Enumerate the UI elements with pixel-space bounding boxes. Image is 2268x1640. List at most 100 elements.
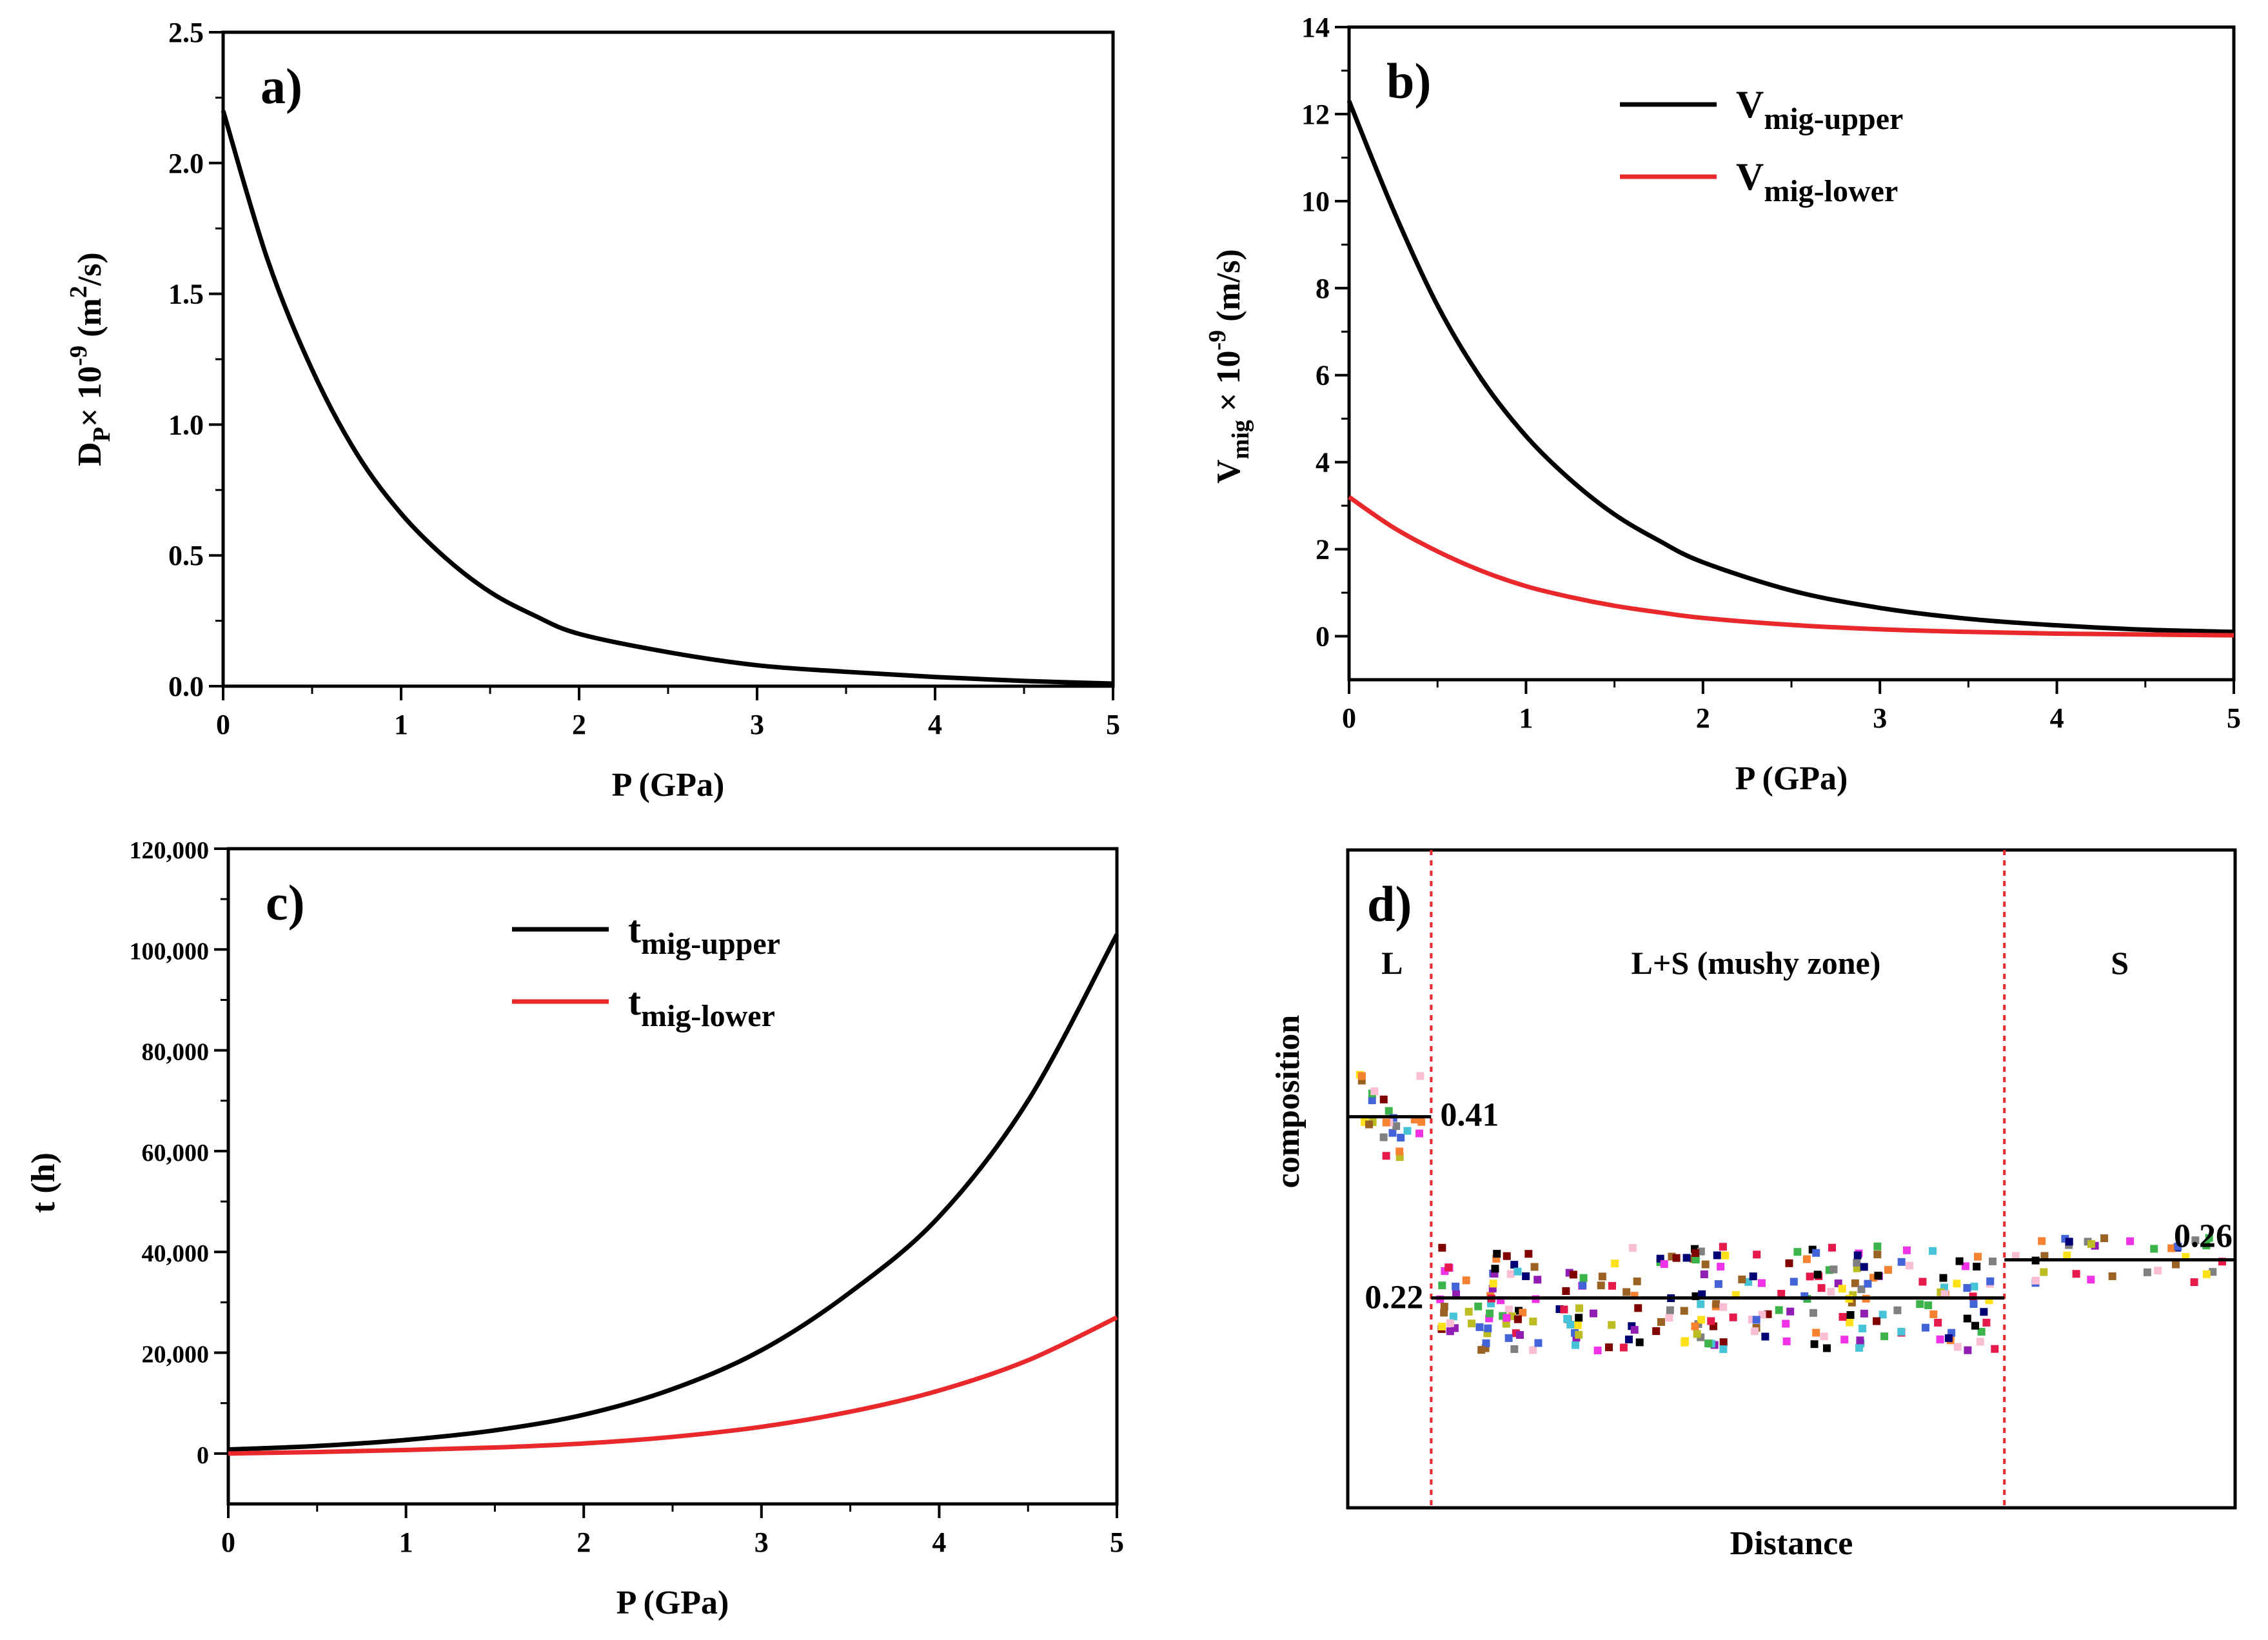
scatter-point xyxy=(1719,1345,1728,1354)
series-line-mig-lower xyxy=(228,1315,1118,1456)
scatter-point xyxy=(1593,1346,1602,1354)
zone-label: L xyxy=(1381,945,1403,981)
scatter-point xyxy=(2167,1244,2176,1252)
scatter-point xyxy=(1839,1312,1847,1321)
scatter-point xyxy=(1707,1317,1715,1325)
y-tick-label: 0 xyxy=(1316,621,1330,653)
scatter-point xyxy=(1878,1310,1887,1319)
y-axis-title-sup: -9 xyxy=(1204,330,1231,351)
scatter-point xyxy=(1379,1133,1388,1141)
series-line-series-0 xyxy=(221,110,1114,686)
scatter-point xyxy=(1691,1256,1700,1264)
scatter-point xyxy=(1973,1263,1981,1271)
y-tick-label: 0.0 xyxy=(168,671,204,702)
scatter-point xyxy=(2072,1270,2080,1278)
scatter-point xyxy=(1782,1337,1791,1345)
scatter-point xyxy=(1633,1277,1641,1285)
x-tick-label: 3 xyxy=(754,1526,769,1558)
scatter-point xyxy=(1921,1323,1929,1332)
scatter-point xyxy=(1504,1305,1513,1314)
scatter-point xyxy=(1519,1309,1527,1317)
scatter-point xyxy=(1729,1313,1737,1321)
scatter-point xyxy=(1700,1270,1708,1279)
scatter-point xyxy=(1417,1118,1426,1126)
y-axis-title-unit: (m/s) xyxy=(1210,249,1247,330)
scatter-point xyxy=(1874,1271,1882,1279)
scatter-point xyxy=(1940,1290,1949,1298)
scatter-point xyxy=(1438,1281,1446,1290)
scatter-point xyxy=(2150,1245,2158,1253)
scatter-point xyxy=(1944,1334,1953,1342)
y-tick-label: 120,000 xyxy=(130,837,210,864)
scatter-point xyxy=(1379,1095,1388,1103)
x-tick-label: 1 xyxy=(394,709,408,740)
y-tick-label: 80,000 xyxy=(142,1039,210,1066)
panel-label: b) xyxy=(1386,53,1431,109)
scatter-point xyxy=(2040,1252,2049,1260)
scatter-point xyxy=(1560,1305,1568,1314)
scatter-point xyxy=(1598,1272,1606,1281)
mean-value-label: 0.26 xyxy=(2174,1218,2233,1254)
scatter-point xyxy=(1438,1243,1446,1252)
x-tick-label: 3 xyxy=(1873,702,1887,734)
scatter-point xyxy=(1970,1282,1978,1290)
scatter-point xyxy=(1813,1270,1822,1279)
y-tick-label: 2 xyxy=(1316,534,1330,566)
scatter-point xyxy=(1573,1321,1582,1329)
x-axis-title: P (GPa) xyxy=(612,767,725,804)
scatter-point xyxy=(1719,1338,1728,1347)
scatter-point xyxy=(1785,1259,1793,1267)
scatter-point xyxy=(2202,1241,2211,1250)
scatter-point xyxy=(1491,1265,1499,1273)
scatter-point xyxy=(1820,1332,1828,1341)
scatter-point xyxy=(1562,1287,1570,1295)
scatter-point xyxy=(1611,1260,1619,1268)
scatter-point xyxy=(1619,1343,1628,1352)
scatter-point xyxy=(1793,1248,1802,1256)
scatter-point xyxy=(1704,1339,1713,1348)
scatter-point xyxy=(1977,1328,1986,1336)
scatter-point xyxy=(1828,1243,1836,1252)
scatter-point xyxy=(1462,1276,1470,1285)
scatter-point xyxy=(1953,1279,1961,1288)
legend-entry: Vmig-upper xyxy=(1736,83,1903,136)
scatter-point xyxy=(1597,1281,1605,1290)
legend-name: t xyxy=(628,908,641,951)
zone-label: L+S (mushy zone) xyxy=(1632,945,1881,981)
scatter-point xyxy=(1493,1250,1501,1258)
scatter-point xyxy=(2040,1268,2048,1276)
scatter-point xyxy=(1982,1318,1991,1327)
scatter-point xyxy=(1438,1322,1446,1330)
scatter-point xyxy=(1853,1259,1861,1267)
scatter-point xyxy=(1446,1319,1454,1327)
panel-d: 0.41 0.22 0.26 L L+S (mushy zone) Sd) Distance… xyxy=(1270,848,2237,1562)
scatter-point xyxy=(1751,1327,1759,1336)
x-tick-label: 1 xyxy=(1519,702,1533,734)
scatter-point xyxy=(1963,1314,1971,1323)
scatter-point xyxy=(1504,1334,1513,1342)
scatter-point xyxy=(1524,1250,1533,1258)
scatter-point xyxy=(1697,1316,1706,1324)
scatter-point xyxy=(1980,1308,1988,1316)
y-tick-label: 2.0 xyxy=(168,148,204,179)
scatter-point xyxy=(1916,1300,1924,1309)
plot-frame xyxy=(221,30,1115,688)
scatter-point xyxy=(1806,1272,1814,1281)
scatter-point xyxy=(1397,1134,1405,1142)
scatter-point xyxy=(1986,1277,1995,1285)
scatter-point xyxy=(2154,1267,2162,1275)
y-tick-label: 1.0 xyxy=(168,409,204,440)
scatter-point xyxy=(1859,1324,1867,1332)
x-tick-label: 5 xyxy=(1110,1526,1124,1558)
legend-subscript: mig-upper xyxy=(1764,102,1903,136)
legend-name: V xyxy=(1736,83,1764,126)
scatter-point xyxy=(1660,1260,1668,1268)
scatter-point xyxy=(1368,1096,1376,1105)
scatter-point xyxy=(1682,1254,1691,1262)
series-line-mig-upper xyxy=(228,933,1119,1452)
x-tick-label: 3 xyxy=(750,709,764,740)
scatter-point xyxy=(1395,1147,1404,1156)
y-axis-title-sup: -9 xyxy=(65,346,92,366)
scatter-point xyxy=(1846,1318,1854,1327)
scatter-point xyxy=(1681,1338,1689,1347)
